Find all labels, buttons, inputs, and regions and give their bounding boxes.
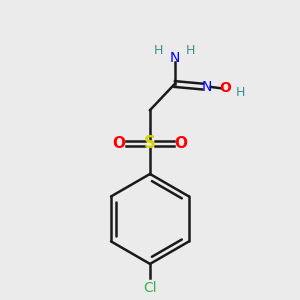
Text: S: S bbox=[144, 134, 156, 152]
Text: O: O bbox=[112, 136, 125, 151]
Text: H: H bbox=[154, 44, 164, 57]
Text: O: O bbox=[220, 81, 231, 95]
Text: H: H bbox=[235, 86, 244, 99]
Text: O: O bbox=[175, 136, 188, 151]
Text: Cl: Cl bbox=[143, 281, 157, 295]
Text: N: N bbox=[201, 80, 212, 94]
Text: N: N bbox=[169, 51, 180, 65]
Text: H: H bbox=[186, 44, 195, 57]
